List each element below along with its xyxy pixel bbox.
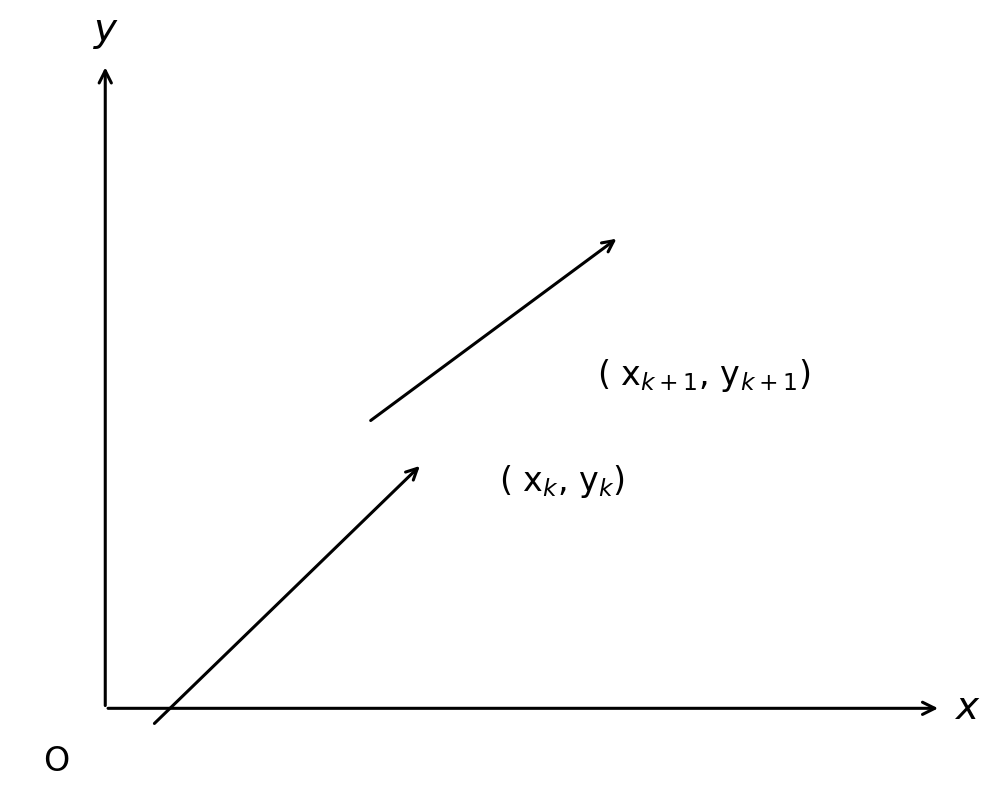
Text: y: y: [94, 11, 117, 49]
Text: ( x$_{k+1}$, y$_{k+1}$): ( x$_{k+1}$, y$_{k+1}$): [597, 357, 810, 394]
Text: O: O: [43, 745, 69, 778]
Text: x: x: [956, 689, 979, 727]
Text: ( x$_k$, y$_k$): ( x$_k$, y$_k$): [498, 463, 625, 500]
